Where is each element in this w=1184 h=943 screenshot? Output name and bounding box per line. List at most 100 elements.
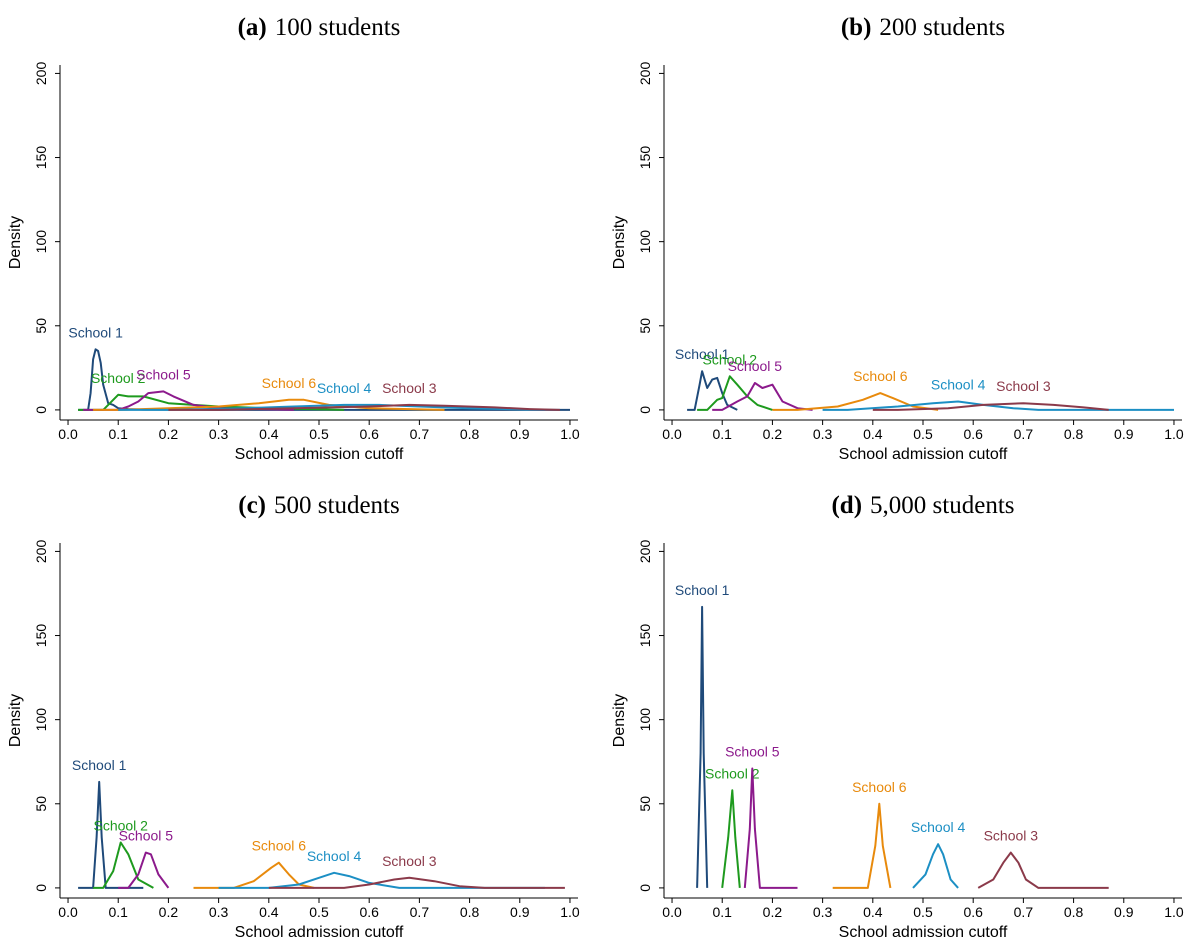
density-curve (712, 382, 813, 411)
series-label: School 4 (931, 376, 986, 392)
y-tick-label: 200 (637, 62, 653, 86)
series-label: School 6 (853, 368, 908, 384)
panel-title: (c) 500 students (238, 492, 399, 519)
y-tick-label: 200 (33, 540, 49, 564)
y-axis-label: Density (611, 694, 628, 747)
series-label: School 4 (911, 819, 966, 835)
y-tick-label: 150 (33, 624, 49, 648)
series-label: School 2 (705, 765, 760, 781)
series-label: School 1 (72, 757, 127, 773)
density-curve (697, 375, 773, 411)
x-axis-label: School admission cutoff (235, 924, 404, 941)
series-label: School 3 (382, 853, 437, 869)
density-curve (872, 402, 1109, 411)
y-tick-label: 150 (637, 624, 653, 648)
y-tick-label: 100 (33, 230, 49, 254)
y-tick-label: 100 (33, 708, 49, 732)
x-tick-label: 0.7 (1014, 426, 1034, 442)
x-axis-label: School admission cutoff (839, 924, 1008, 941)
series-label: School 6 (252, 838, 307, 854)
y-tick-label: 50 (637, 318, 653, 334)
series-label: School 5 (119, 828, 174, 844)
density-curve (687, 370, 738, 411)
x-tick-label: 0.3 (813, 904, 833, 920)
x-tick-label: 0.4 (259, 904, 279, 920)
series-label: School 3 (984, 828, 1039, 844)
x-tick-label: 0.4 (863, 426, 883, 442)
series-label: School 2 (703, 351, 758, 367)
panel: (b) 200 students 0 50 100 150 200 0.0 0.1 0.2 0.3 0… (611, 14, 1184, 463)
series-label: School 5 (725, 743, 780, 759)
y-axis-label: Density (611, 216, 628, 269)
x-tick-label: 0.3 (209, 426, 229, 442)
density-curve (218, 871, 545, 889)
x-tick-label: 0.5 (913, 426, 933, 442)
x-tick-label: 0.7 (1014, 904, 1034, 920)
series-label: School 5 (136, 366, 191, 382)
x-tick-label: 0.0 (58, 904, 78, 920)
panel: (d) 5,000 students 0 50 100 150 200 0.0 0.1 0.2 0.… (611, 492, 1184, 941)
x-tick-label: 1.0 (560, 904, 580, 920)
x-tick-label: 0.1 (712, 904, 732, 920)
x-tick-label: 1.0 (560, 426, 580, 442)
x-tick-label: 0.0 (662, 904, 682, 920)
series-label: School 1 (675, 582, 730, 598)
y-tick-label: 100 (637, 708, 653, 732)
y-tick-label: 0 (33, 884, 49, 892)
panel-title: (d) 5,000 students (831, 492, 1014, 519)
x-tick-label: 0.7 (410, 904, 430, 920)
x-tick-label: 1.0 (1164, 426, 1184, 442)
series-label: School 4 (317, 380, 372, 396)
density-curve (912, 843, 959, 889)
density-curve (832, 802, 892, 889)
series-label: School 2 (91, 370, 146, 386)
x-axis-label: School admission cutoff (839, 446, 1008, 463)
panel-letter: (b) (841, 14, 872, 41)
x-tick-label: 0.8 (460, 426, 480, 442)
y-tick-label: 150 (33, 146, 49, 170)
x-tick-label: 0.0 (58, 426, 78, 442)
x-tick-label: 0.5 (309, 426, 329, 442)
x-tick-label: 0.4 (863, 904, 883, 920)
series-label: School 3 (996, 378, 1051, 394)
series-label: School 5 (728, 358, 783, 374)
panel-letter: (c) (238, 492, 266, 519)
y-tick-label: 200 (637, 540, 653, 564)
y-tick-label: 0 (637, 406, 653, 414)
x-tick-label: 0.5 (309, 904, 329, 920)
panel-letter: (d) (831, 492, 862, 519)
series-label: School 2 (93, 817, 148, 833)
x-tick-label: 0.8 (1064, 426, 1084, 442)
x-tick-label: 0.5 (913, 904, 933, 920)
density-curve (93, 841, 154, 889)
density-curve (721, 789, 741, 889)
y-tick-label: 200 (33, 62, 49, 86)
x-tick-label: 0.2 (159, 426, 179, 442)
series-label: School 4 (307, 848, 362, 864)
density-curve (822, 400, 1174, 411)
x-tick-label: 0.6 (963, 904, 983, 920)
x-tick-label: 0.9 (1114, 904, 1134, 920)
panel-title: (a) 100 students (238, 14, 401, 41)
x-tick-label: 0.6 (359, 426, 379, 442)
series-label: School 6 (852, 779, 907, 795)
x-tick-label: 0.7 (410, 426, 430, 442)
panel: (c) 500 students 0 50 100 150 200 0.0 0.1 0.2 0.3 0… (7, 492, 580, 941)
x-tick-label: 0.8 (460, 904, 480, 920)
x-tick-label: 0.9 (510, 426, 530, 442)
panel-letter: (a) (238, 14, 267, 41)
y-tick-label: 150 (637, 146, 653, 170)
series-label: School 6 (262, 375, 317, 391)
density-curve (193, 861, 315, 889)
y-tick-label: 50 (33, 796, 49, 812)
x-tick-label: 1.0 (1164, 904, 1184, 920)
y-tick-label: 50 (33, 318, 49, 334)
y-tick-label: 100 (637, 230, 653, 254)
x-tick-label: 0.6 (359, 904, 379, 920)
y-tick-label: 0 (637, 884, 653, 892)
density-curve (118, 851, 170, 889)
panel-title-text: 100 students (275, 14, 401, 41)
x-tick-label: 0.1 (108, 904, 128, 920)
series-label: School 1 (675, 346, 730, 362)
